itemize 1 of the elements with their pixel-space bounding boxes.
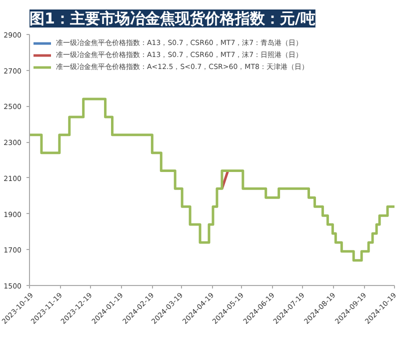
chart-title: 图1：主要市场冶金焦现货价格指数：元/吨	[30, 10, 316, 28]
